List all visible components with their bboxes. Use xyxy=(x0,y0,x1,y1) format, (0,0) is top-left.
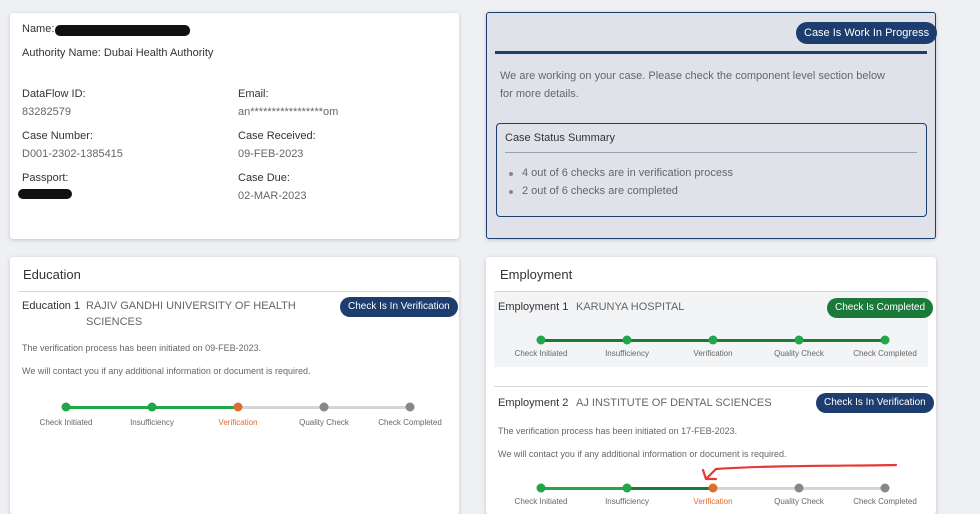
employment-1-progress: Check Initiated Insufficiency Verificati… xyxy=(494,329,928,359)
employment-2-status-badge: Check Is In Verification xyxy=(816,393,934,413)
education-note-contact: We will contact you if any additional in… xyxy=(22,366,311,376)
step-label: Check Completed xyxy=(853,349,917,358)
education-institution: RAJIV GANDHI UNIVERSITY OF HEALTH SCIENC… xyxy=(86,300,296,328)
summary-item-2: 2 out of 6 checks are completed xyxy=(522,185,678,197)
step-dot-done xyxy=(622,335,632,345)
step-label: Check Completed xyxy=(853,497,917,506)
step-label: Verification xyxy=(693,497,733,506)
employment-2-note-initiated: The verification process has been initia… xyxy=(498,426,738,436)
case-due-value: 02-MAR-2023 xyxy=(238,190,307,202)
education-progress: Check Initiated Insufficiency Verificati… xyxy=(18,396,451,436)
status-message: We are working on your case. Please chec… xyxy=(500,70,886,100)
name-redaction xyxy=(55,25,190,36)
step-dot-pending xyxy=(880,483,890,493)
step-label: Insufficiency xyxy=(605,497,649,506)
bullet-icon xyxy=(509,172,513,176)
passport-label: Passport: xyxy=(22,172,69,184)
employment-2-progress: Check Initiated Insufficiency Verificati… xyxy=(494,477,928,507)
employment-1-name: KARUNYA HOSPITAL xyxy=(576,301,685,313)
step-label: Insufficiency xyxy=(605,349,649,358)
case-info-card: Name: Authority Name: Dubai Health Autho… xyxy=(10,13,459,239)
summary-title: Case Status Summary xyxy=(505,132,616,144)
passport-redaction xyxy=(18,189,72,199)
email-label: Email: xyxy=(238,88,269,100)
summary-item-1: 4 out of 6 checks are in verification pr… xyxy=(522,167,733,179)
case-due-label: Case Due: xyxy=(238,172,290,184)
employment-item-2: Employment 2 AJ INSTITUTE OF DENTAL SCIE… xyxy=(494,387,934,514)
authority-name: Authority Name: Dubai Health Authority xyxy=(22,47,214,59)
step-dot-done xyxy=(708,335,718,345)
step-label: Verification xyxy=(693,349,733,358)
employment-item-divider xyxy=(494,386,928,387)
step-dot-done xyxy=(147,402,157,412)
employment-2-note-contact: We will contact you if any additional in… xyxy=(498,449,787,459)
progress-segment-done xyxy=(66,406,152,409)
red-arrow-annotation xyxy=(701,463,898,481)
email-value: an*****************om xyxy=(238,106,339,118)
education-divider xyxy=(18,291,451,292)
employment-item-1: Employment 1 KARUNYA HOSPITAL Check Is C… xyxy=(494,292,934,367)
step-label: Quality Check xyxy=(299,418,349,427)
step-label: Quality Check xyxy=(774,349,824,358)
step-label: Check Initiated xyxy=(514,349,568,358)
employment-card: Employment Employment 1 KARUNYA HOSPITAL… xyxy=(486,257,936,514)
step-dot-done xyxy=(794,335,804,345)
step-dot-done xyxy=(622,483,632,493)
employment-2-label: Employment 2 xyxy=(498,397,569,409)
step-dot-pending xyxy=(319,402,329,412)
education-status-badge: Check Is In Verification xyxy=(340,297,458,317)
case-number-value: D001-2302-1385415 xyxy=(22,148,123,160)
education-title: Education xyxy=(23,267,81,282)
step-label: Check Initiated xyxy=(39,418,93,427)
employment-title: Employment xyxy=(500,267,573,282)
status-divider xyxy=(495,51,927,54)
step-dot-current xyxy=(708,483,718,493)
education-item: Education 1 RAJIV GANDHI UNIVERSITY OF H… xyxy=(18,292,458,502)
bullet-icon xyxy=(509,190,513,194)
step-label: Insufficiency xyxy=(130,418,174,427)
case-status-card: Case Is Work In Progress We are working … xyxy=(486,12,938,239)
case-number-label: Case Number: xyxy=(22,130,93,142)
case-received-value: 09-FEB-2023 xyxy=(238,148,304,160)
step-label: Quality Check xyxy=(774,497,824,506)
step-dot-done xyxy=(536,335,546,345)
progress-segment-done xyxy=(152,406,238,409)
case-progress-badge: Case Is Work In Progress xyxy=(796,22,938,44)
case-received-label: Case Received: xyxy=(238,130,316,142)
employment-divider xyxy=(494,291,928,292)
employment-1-label: Employment 1 xyxy=(498,301,569,313)
step-label: Check Initiated xyxy=(514,497,568,506)
step-dot-done xyxy=(61,402,71,412)
employment-2-name: AJ INSTITUTE OF DENTAL SCIENCES xyxy=(576,397,772,409)
step-dot-done xyxy=(536,483,546,493)
progress-segment-done xyxy=(541,487,627,490)
step-dot-current xyxy=(233,402,243,412)
progress-segment-done xyxy=(627,487,713,490)
summary-divider xyxy=(505,152,917,153)
step-label: Check Completed xyxy=(378,418,442,427)
step-dot-pending xyxy=(794,483,804,493)
step-label: Verification xyxy=(218,418,258,427)
step-dot-pending xyxy=(405,402,415,412)
dataflow-id-value: 83282579 xyxy=(22,106,71,118)
education-card: Education Education 1 RAJIV GANDHI UNIVE… xyxy=(10,257,459,514)
dataflow-id-label: DataFlow ID: xyxy=(22,88,86,100)
name-label: Name: xyxy=(22,23,55,35)
employment-1-status-badge: Check Is Completed xyxy=(827,298,934,318)
status-summary-box: Case Status Summary 4 out of 6 checks ar… xyxy=(496,123,927,217)
education-note-initiated: The verification process has been initia… xyxy=(22,343,262,353)
step-dot-done xyxy=(880,335,890,345)
education-item-label: Education 1 xyxy=(22,300,81,312)
